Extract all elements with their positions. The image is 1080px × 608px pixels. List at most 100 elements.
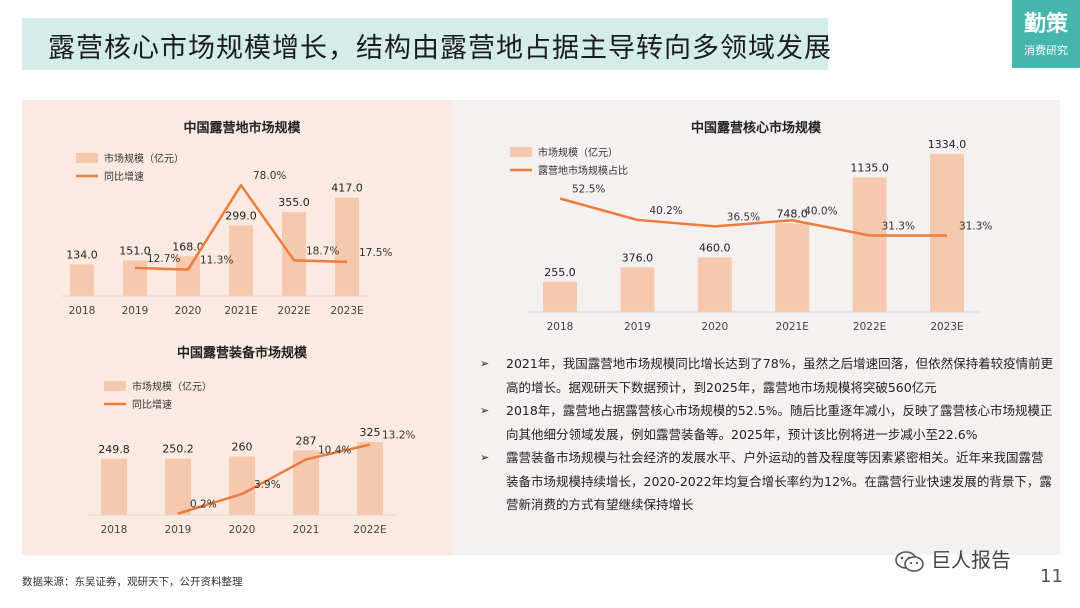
legend-bar-swatch — [76, 153, 98, 163]
line-value-label: 12.7% — [147, 253, 180, 265]
bar — [70, 264, 94, 296]
page-number: 11 — [1040, 566, 1063, 587]
bullet-item: ➢ 2018年，露营地占据露营核心市场规模的52.5%。随后比重逐年减小，反映了… — [480, 399, 1055, 446]
bullet-text: 露营装备市场规模与社会经济的发展水平、户外运动的普及程度等因素紧密相关。近年来我… — [506, 450, 1052, 512]
bar-value-label: 249.8 — [98, 443, 130, 456]
wechat-icon — [895, 550, 924, 572]
line-value-label: 13.2% — [382, 430, 415, 442]
bar-value-label: 748.0 — [776, 207, 808, 220]
x-tick-label: 2022E — [277, 305, 310, 317]
watermark-text: 巨人报告 — [931, 548, 1011, 572]
bar-value-label: 168.0 — [172, 240, 204, 253]
x-tick-label: 2018 — [547, 321, 574, 333]
bar — [165, 458, 191, 515]
x-tick-label: 2019 — [165, 524, 192, 536]
line-value-label: 17.5% — [359, 247, 392, 259]
x-tick-label: 2020 — [701, 321, 728, 333]
x-tick-label: 2018 — [69, 305, 96, 317]
legend-line-label: 露营地市场规模占比 — [538, 164, 628, 177]
x-tick-label: 2021 — [293, 524, 320, 536]
x-tick-label: 2020 — [175, 305, 202, 317]
legend-bar-label: 市场规模（亿元） — [538, 146, 618, 159]
bar-value-label: 151.0 — [119, 244, 151, 257]
x-tick-label: 2019 — [624, 321, 651, 333]
line-value-label: 11.3% — [200, 255, 233, 267]
line-value-label: 40.2% — [649, 205, 682, 217]
legend-bar-swatch — [510, 147, 532, 157]
brand-logo: 勤策 消费研究 — [1012, 0, 1080, 68]
logo-main-text: 勤策 — [1023, 12, 1068, 37]
line-series — [134, 183, 348, 271]
bar-value-label: 376.0 — [622, 251, 654, 264]
x-tick-label: 2021E — [224, 305, 257, 317]
bar-value-label: 325 — [360, 426, 381, 439]
x-tick-label: 2019 — [122, 305, 149, 317]
bar — [282, 212, 306, 296]
bar — [229, 456, 255, 515]
bar — [335, 197, 359, 296]
bullet-item: ➢ 2021年，我国露营地市场规模同比增长达到了78%，虽然之后增速回落，但依然… — [480, 352, 1055, 399]
bullet-text: 2021年，我国露营地市场规模同比增长达到了78%，虽然之后增速回落，但依然保持… — [506, 356, 1054, 395]
x-tick-label: 2020 — [229, 524, 256, 536]
bar — [543, 281, 577, 312]
x-tick-label: 2023E — [330, 305, 363, 317]
x-tick-label: 2018 — [101, 524, 128, 536]
line-value-label: 31.3% — [882, 220, 915, 232]
bar-value-label: 1135.0 — [850, 161, 889, 174]
bullet-text: 2018年，露营地占据露营核心市场规模的52.5%。随后比重逐年减小，反映了露营… — [506, 403, 1053, 442]
bar — [176, 256, 200, 296]
page-title: 露营核心市场规模增长，结构由露营地占据主导转向多领域发展 — [48, 33, 832, 64]
line-value-label: 3.9% — [254, 479, 281, 491]
x-tick-label: 2022E — [353, 524, 386, 536]
bar — [101, 458, 127, 515]
bar-value-label: 417.0 — [331, 182, 363, 195]
logo-sub-text: 消费研究 — [1024, 44, 1068, 57]
bar — [697, 257, 732, 312]
bar — [620, 267, 655, 312]
line-value-label: 10.4% — [318, 444, 351, 456]
legend-bar-label: 市场规模（亿元） — [104, 152, 184, 165]
x-tick-label: 2022E — [853, 321, 886, 333]
watermark: 巨人报告 — [895, 544, 1011, 574]
chart-title: 中国露营地市场规模 — [183, 120, 301, 136]
bar-value-label: 299.0 — [225, 209, 257, 222]
bar — [930, 153, 964, 312]
legend-bar-label: 市场规模（亿元） — [132, 380, 212, 393]
data-source: 数据来源：东吴证券，观研天下，公开资料整理 — [22, 576, 243, 588]
bar — [775, 223, 810, 312]
bar — [357, 441, 383, 515]
line-value-label: 78.0% — [253, 170, 286, 182]
bar-value-label: 255.0 — [544, 266, 576, 279]
bar — [293, 450, 319, 515]
line-series — [177, 443, 371, 515]
bar — [123, 260, 147, 296]
line-value-label: 31.3% — [959, 220, 992, 232]
title-bar: 露营核心市场规模增长，结构由露营地占据主导转向多领域发展 — [22, 18, 831, 70]
x-tick-label: 2023E — [930, 321, 963, 333]
legend-bar-swatch — [104, 381, 126, 391]
bullet-arrow-icon: ➢ — [480, 404, 490, 417]
x-tick-label: 2021E — [776, 321, 809, 333]
bar-value-label: 1334.0 — [928, 138, 967, 151]
line-series — [559, 197, 947, 237]
bar-value-label: 250.2 — [162, 443, 194, 456]
bullet-arrow-icon: ➢ — [480, 357, 490, 370]
line-value-label: 18.7% — [306, 245, 339, 257]
line-value-label: 0.2% — [190, 499, 217, 511]
line-value-label: 40.0% — [804, 205, 837, 217]
bar — [229, 225, 253, 296]
bar-value-label: 287 — [296, 434, 317, 447]
chart-title: 中国露营核心市场规模 — [691, 120, 822, 136]
bar-value-label: 460.0 — [699, 241, 731, 254]
bar-value-label: 134.0 — [66, 248, 98, 261]
bullet-arrow-icon: ➢ — [480, 451, 490, 464]
legend-line-label: 同比增速 — [104, 170, 144, 183]
bar-value-label: 260 — [232, 441, 253, 454]
line-value-label: 52.5% — [572, 184, 605, 196]
bar-value-label: 355.0 — [278, 196, 310, 209]
legend-line-label: 同比增速 — [132, 398, 172, 411]
chart-title: 中国露营装备市场规模 — [177, 345, 308, 361]
